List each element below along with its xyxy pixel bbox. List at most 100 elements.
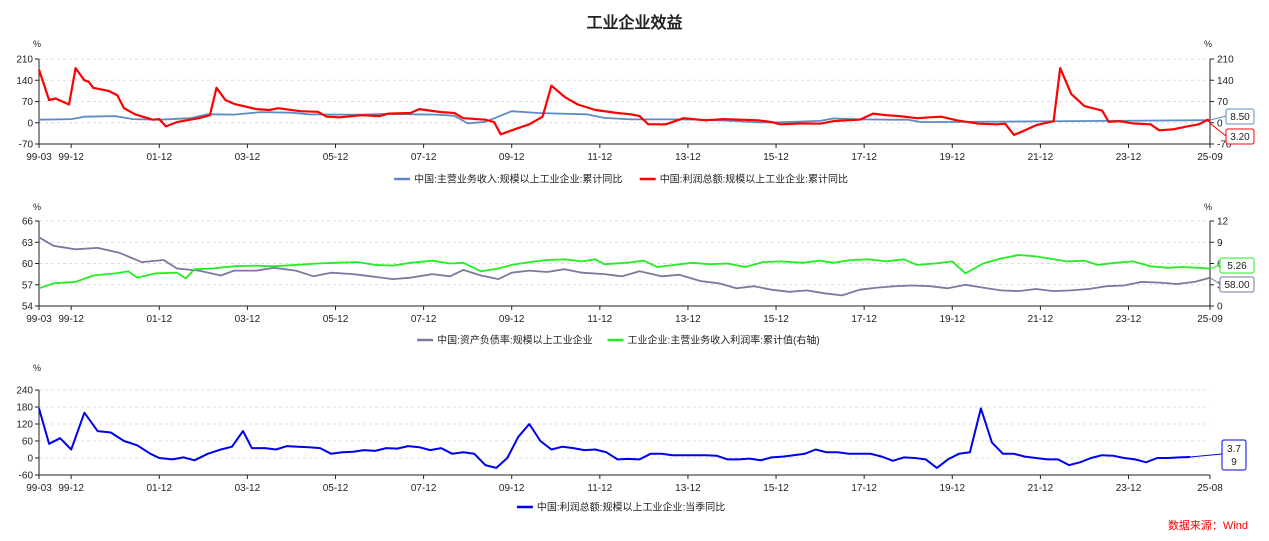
x-tick-label: 11-12 [587,152,612,163]
x-tick-label: 25-09 [1197,152,1223,163]
x-tick-label: 13-12 [675,152,701,163]
y-unit-right: % [1204,202,1212,212]
x-tick-label: 99-12 [58,152,84,163]
y-tick-label-left: 180 [16,403,33,414]
y-tick-label-left: 66 [22,217,34,228]
x-tick-label: 15-12 [763,483,789,494]
series-line-1 [38,110,1211,125]
x-tick-label: 09-12 [499,314,525,325]
x-tick-label: 25-09 [1197,314,1223,325]
x-tick-label: 03-12 [235,483,261,494]
callout-value: 5.26 [1227,261,1247,272]
series-line-1 [38,407,1191,469]
y-tick-label-right: 0 [1217,302,1223,313]
x-tick-label: 21-12 [1028,152,1054,163]
x-tick-label: 11-12 [587,483,612,494]
y-tick-label-left: 210 [16,55,33,66]
callout-value: 3.7 [1227,444,1241,455]
x-tick-label: 09-12 [499,483,525,494]
y-tick-label-right: 140 [1217,76,1234,87]
x-tick-label: 01-12 [146,483,172,494]
x-tick-label: 17-12 [851,483,877,494]
x-tick-label: 15-12 [763,314,789,325]
x-tick-label: 21-12 [1028,314,1054,325]
y-unit-left: % [33,39,41,49]
x-tick-label: 17-12 [851,314,877,325]
x-tick-label: 25-08 [1197,483,1223,494]
callout-value-continued: 9 [1231,457,1237,468]
callout-box [1219,276,1255,293]
x-tick-label: 99-12 [58,483,84,494]
callout-leader [1209,122,1227,137]
legend-label: 中国:利润总额:规模以上工业企业:累计同比 [660,173,848,186]
x-tick-label: 13-12 [675,314,701,325]
y-tick-label-left: 63 [22,238,34,249]
y-tick-label-right: 12 [1217,217,1229,228]
callout-value: 3.20 [1230,132,1250,143]
x-tick-label: 05-12 [323,152,349,163]
x-tick-label: 99-03 [26,483,52,494]
x-tick-label: 19-12 [939,483,965,494]
x-tick-label: 07-12 [411,483,437,494]
x-tick-label: 13-12 [675,483,701,494]
callout-leader [1190,453,1223,458]
x-tick-label: 99-03 [26,314,52,325]
x-tick-label: 23-12 [1116,152,1142,163]
y-tick-label-left: 0 [27,118,33,129]
series-line-2 [38,254,1211,290]
y-tick-label-right: 9 [1217,238,1223,249]
y-tick-label-left: 0 [27,454,33,465]
x-tick-label: 07-12 [411,152,437,163]
y-tick-label-left: 60 [22,437,34,448]
data-source: 数据来源：Wind [1167,520,1248,532]
x-tick-label: 17-12 [851,152,877,163]
x-tick-label: 15-12 [763,152,789,163]
y-tick-label-left: -70 [19,140,34,151]
x-tick-label: 07-12 [411,314,437,325]
callout-value: 58.00 [1224,280,1249,291]
x-tick-label: 99-03 [26,152,52,163]
y-unit-right: % [1204,39,1212,49]
callout-box [1225,108,1255,125]
callout-value: 8.50 [1230,112,1250,123]
y-tick-label-left: 120 [16,420,33,431]
series-line-1 [38,236,1211,297]
y-tick-label-right: 70 [1217,97,1229,108]
y-tick-label-right: -70 [1217,140,1232,151]
x-tick-label: 23-12 [1116,483,1142,494]
chart-panel-2: 5457606366%036912%99-0399-1201-1203-1205… [22,202,1255,347]
x-tick-label: 99-12 [58,314,84,325]
x-tick-label: 19-12 [939,314,965,325]
x-tick-label: 03-12 [235,314,261,325]
x-tick-label: 19-12 [939,152,965,163]
callout-leader [1209,277,1221,285]
y-tick-label-right: 0 [1217,118,1223,129]
chart-panel-3: -60 0 60 120 180 240% 99-03 99-12 01-12 03-12 05-1… [16,363,1247,514]
y-tick-label-left: 54 [22,302,34,313]
series-line-2 [37,66,1211,136]
callout-box [1219,257,1255,274]
x-tick-label: 23-12 [1116,314,1142,325]
y-tick-label-left: 70 [22,97,34,108]
y-tick-label-left: -60 [19,471,34,482]
y-unit-left: % [33,363,41,373]
y-tick-label-right: 210 [1217,55,1234,66]
x-tick-label: 05-12 [323,314,349,325]
legend-label: 工业企业:主营业务收入利润率:累计值(右轴) [628,334,820,347]
y-tick-label-left: 140 [16,76,33,87]
callout-leader [1209,115,1227,121]
x-tick-label: 21-12 [1028,483,1054,494]
legend-label: 中国:主营业务收入:规模以上工业企业:累计同比 [414,173,622,186]
callout-box [1225,128,1255,145]
y-tick-label-left: 240 [16,386,33,397]
legend-label: 中国:资产负债率:规模以上工业企业 [437,334,593,347]
y-tick-label-left: 60 [22,259,34,270]
y-unit-left: % [33,202,41,212]
chart-panel-1: -70 0 70 140 210% -70 0 70 140 210% 99-03 99-12 01-1… [16,39,1255,186]
x-tick-label: 03-12 [235,152,261,163]
x-tick-label: 11-12 [587,314,612,325]
legend-label: 中国:利润总额:规模以上工业企业:当季同比 [537,501,725,514]
x-tick-label: 01-12 [146,314,172,325]
y-tick-label-left: 57 [22,280,34,291]
